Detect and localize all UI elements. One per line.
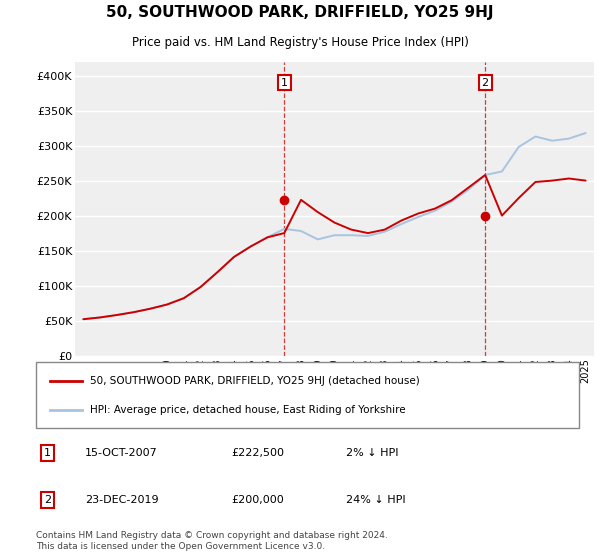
Text: 2: 2 bbox=[482, 78, 489, 87]
Text: 50, SOUTHWOOD PARK, DRIFFIELD, YO25 9HJ (detached house): 50, SOUTHWOOD PARK, DRIFFIELD, YO25 9HJ … bbox=[91, 376, 420, 386]
Text: 50, SOUTHWOOD PARK, DRIFFIELD, YO25 9HJ: 50, SOUTHWOOD PARK, DRIFFIELD, YO25 9HJ bbox=[106, 6, 494, 20]
Text: £222,500: £222,500 bbox=[232, 448, 284, 458]
Text: 24% ↓ HPI: 24% ↓ HPI bbox=[346, 495, 405, 505]
Text: 2% ↓ HPI: 2% ↓ HPI bbox=[346, 448, 398, 458]
Text: 1: 1 bbox=[44, 448, 51, 458]
Text: Price paid vs. HM Land Registry's House Price Index (HPI): Price paid vs. HM Land Registry's House … bbox=[131, 36, 469, 49]
FancyBboxPatch shape bbox=[36, 362, 579, 428]
Text: HPI: Average price, detached house, East Riding of Yorkshire: HPI: Average price, detached house, East… bbox=[91, 405, 406, 415]
Text: 2: 2 bbox=[44, 495, 51, 505]
Text: 1: 1 bbox=[281, 78, 288, 87]
Text: 15-OCT-2007: 15-OCT-2007 bbox=[85, 448, 158, 458]
Text: £200,000: £200,000 bbox=[232, 495, 284, 505]
Text: Contains HM Land Registry data © Crown copyright and database right 2024.
This d: Contains HM Land Registry data © Crown c… bbox=[36, 531, 388, 551]
Text: 23-DEC-2019: 23-DEC-2019 bbox=[85, 495, 158, 505]
